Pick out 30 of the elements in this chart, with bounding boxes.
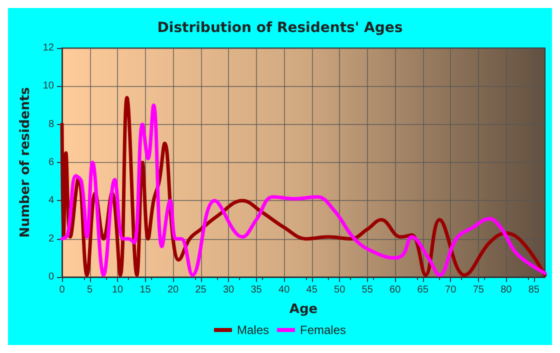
chart-title: Distribution of Residents' Ages [157,20,403,36]
x-tick-label: 85 [528,284,540,296]
x-tick-label: 55 [362,284,374,296]
x-tick-label: 45 [306,284,318,296]
y-tick-label: 4 [48,195,54,206]
x-tick-label: 25 [195,284,207,296]
legend-label: Females [300,323,346,337]
x-tick-label: 0 [59,284,66,296]
x-tick-label: 60 [390,284,402,296]
x-tick-label: 50 [334,284,346,296]
x-tick-label: 75 [472,284,484,296]
legend-label: Males [236,323,270,337]
y-tick-label: 10 [42,80,54,92]
x-tick-label: 30 [222,284,235,296]
y-tick-label: 6 [48,157,54,168]
y-tick-label: 8 [48,118,54,130]
x-tick-label: 35 [250,284,262,296]
x-tick-label: 65 [417,284,429,296]
x-tick-label: 10 [112,284,124,296]
x-tick-label: 20 [167,284,180,296]
x-tick-label: 15 [140,284,152,296]
x-tick-label: 40 [278,284,290,296]
x-tick-label: 80 [500,284,512,296]
y-tick-label: 0 [48,272,54,282]
x-tick-label: 70 [445,284,457,296]
y-tick-label: 12 [42,42,54,54]
x-axis-title: Age [289,302,318,317]
x-tick-label: 5 [86,284,93,296]
y-tick-label: 2 [48,233,54,244]
y-axis-title: Number of residents [18,86,33,238]
